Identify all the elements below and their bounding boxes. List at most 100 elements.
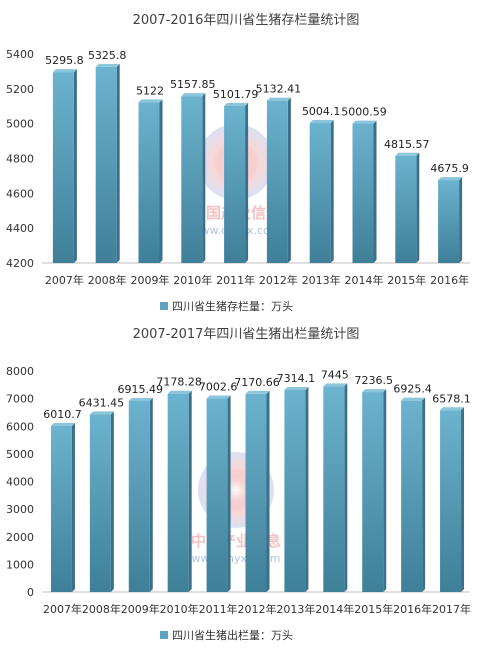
data-label: 5295.8 [45,54,84,67]
bar-top [181,93,206,97]
x-tick-label: 2008年 [88,273,127,287]
bar-top [95,63,120,67]
x-tick-label: 2013年 [276,602,315,616]
y-tick-label: 0 [27,586,34,599]
bar-side [116,63,120,263]
x-tick-label: 2015年 [387,273,426,287]
bar [138,102,160,263]
bar [438,180,460,263]
x-tick-label: 2016年 [430,273,469,287]
bar-side [110,411,114,592]
bar-side [459,177,463,263]
y-tick-label: 4800 [6,153,34,166]
x-tick-label: 2010年 [173,273,212,287]
chart-1-legend-swatch [160,302,168,310]
bar [440,410,462,592]
chart-2-bars: 6010.76431.456915.497178.287002.67170.66… [43,368,471,592]
y-tick-label: 3000 [6,503,34,516]
chart-2-legend-swatch [160,631,168,639]
bar [224,105,246,264]
bar-side [71,422,75,592]
x-tick-label: 2017年 [432,602,471,616]
x-tick-label: 2009年 [131,273,170,287]
bar-top [440,407,465,411]
bar-top [52,69,77,73]
y-tick-label: 2000 [6,531,34,544]
bar-side [422,397,426,592]
chart-2-legend: 四川省生猪出栏量：万头 [160,628,293,642]
data-label: 6578.1 [432,392,471,405]
data-label: 5132.41 [256,83,302,96]
x-tick-label: 2009年 [121,602,160,616]
bar [89,414,111,592]
bar-top [395,152,420,156]
bar-side [159,99,163,263]
y-tick-label: 7000 [6,393,34,406]
y-tick-label: 8000 [6,365,34,378]
bar [323,386,345,592]
x-tick-label: 2012年 [259,273,298,287]
bar-side [266,390,270,592]
bar-side [305,386,309,592]
y-tick-label: 1000 [6,558,34,571]
x-tick-label: 2008年 [82,602,121,616]
x-tick-label: 2015年 [354,602,393,616]
bar-top [438,177,463,181]
bar-top [309,119,334,123]
chart-2: 2007-2017年四川省生猪出栏量统计图 中国产业信息 www.chyxx.c… [6,327,471,642]
x-tick-label: 2013年 [302,273,341,287]
bar-top [128,397,153,401]
data-label: 7170.66 [234,376,280,389]
data-label: 5101.79 [213,88,259,101]
data-label: 5004.1 [302,105,341,118]
bar [95,66,117,264]
data-label: 6925.4 [393,383,432,396]
bar-side [245,102,249,264]
y-tick-label: 5000 [6,118,34,131]
x-tick-label: 2011年 [216,273,255,287]
bar-top [352,120,377,124]
data-label: 7002.6 [199,381,238,394]
bar-side [344,383,348,592]
bar-side [330,119,334,264]
bar [309,122,331,264]
data-label: 5122 [136,84,164,97]
bar-side [73,69,77,264]
bar [245,393,267,592]
bar [352,123,374,264]
x-tick-label: 2011年 [199,602,238,616]
y-tick-label: 4200 [6,257,34,270]
data-label: 6010.7 [43,408,82,421]
bar [167,393,189,592]
data-label: 6431.45 [79,396,125,409]
bar-side [202,93,206,263]
bar-top [50,422,75,426]
x-tick-label: 2012年 [238,602,277,616]
bar-top [138,99,163,103]
data-label: 5000.59 [341,106,387,119]
data-label: 7178.28 [156,376,202,389]
data-label: 4675.9 [430,162,469,175]
bar-top [206,395,231,399]
bar-top [167,390,192,394]
data-label: 5157.85 [170,78,216,91]
y-tick-label: 4600 [6,187,34,200]
y-tick-label: 6000 [6,420,34,433]
data-label: 7236.5 [354,374,393,387]
chart-2-legend-label: 四川省生猪出栏量：万头 [172,628,293,642]
bar [266,100,288,263]
bar-side [188,390,192,592]
bar-top [245,390,270,394]
chart-1-legend-label: 四川省生猪存栏量：万头 [172,299,293,313]
chart-2-title: 2007-2017年四川省生猪出栏量统计图 [133,327,360,342]
data-label: 5325.8 [88,49,127,62]
y-tick-label: 5200 [6,83,34,96]
bar [395,155,417,263]
bar-top [401,397,426,401]
x-tick-label: 2014年 [315,602,354,616]
bar-top [362,389,387,393]
bar-side [383,389,387,592]
x-tick-label: 2014年 [345,273,384,287]
